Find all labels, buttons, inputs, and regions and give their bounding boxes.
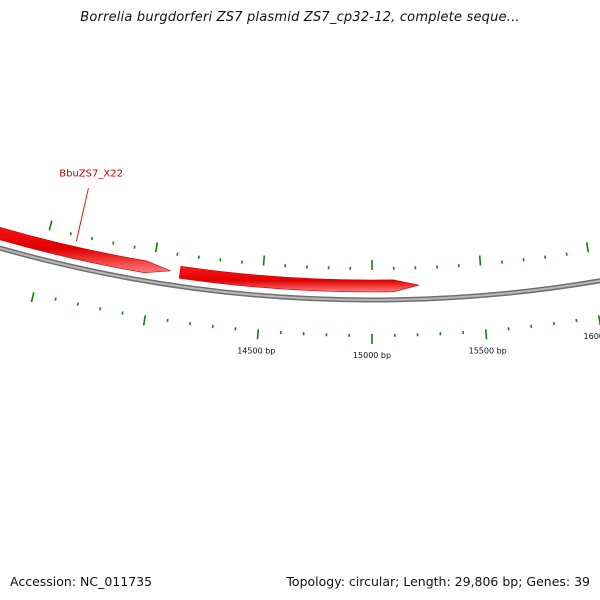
position-label: 15000 bp bbox=[353, 351, 391, 360]
backbone-line bbox=[0, 247, 600, 301]
tick-mark-inner bbox=[133, 245, 136, 249]
gene-arrow bbox=[0, 226, 171, 273]
gene-arrow bbox=[178, 265, 420, 293]
tick-mark-outer bbox=[484, 329, 488, 340]
tick-mark-inner bbox=[48, 220, 53, 231]
backbone-shadow bbox=[0, 245, 600, 303]
gene-features bbox=[0, 226, 420, 293]
tick-mark-inner bbox=[112, 241, 115, 245]
leader-line bbox=[76, 188, 89, 241]
tick-mark-outer bbox=[54, 297, 57, 301]
topology-summary: Topology: circular; Length: 29,806 bp; G… bbox=[286, 574, 590, 589]
tick-mark-outer bbox=[30, 292, 35, 303]
tick-mark-inner bbox=[154, 242, 159, 253]
position-label: 16000 bp bbox=[584, 332, 600, 341]
plasmid-backbone bbox=[0, 245, 600, 303]
tick-mark-inner bbox=[478, 255, 482, 266]
tick-mark-outer bbox=[256, 329, 260, 340]
map-title: Borrelia burgdorferi ZS7 plasmid ZS7_cp3… bbox=[80, 10, 520, 25]
tick-mark-outer bbox=[99, 307, 102, 311]
tick-mark-inner bbox=[90, 237, 94, 241]
tick-marks: 16000 bp 15500 bp 15000 bp 14500 bp bbox=[30, 220, 600, 360]
tick-mark-inner bbox=[585, 242, 590, 253]
position-label: 15500 bp bbox=[469, 346, 507, 355]
tick-mark-outer bbox=[121, 311, 124, 315]
tick-mark-inner bbox=[262, 255, 266, 266]
position-label: 14500 bp bbox=[237, 346, 275, 355]
gene-labels: BbuZS7_X26BbuZS7_X25BbuZS7_X24BbuZS7_X23… bbox=[59, 169, 123, 241]
accession-text: Accession: NC_011735 bbox=[10, 574, 153, 589]
tick-mark-outer bbox=[76, 302, 79, 306]
tick-mark-outer bbox=[142, 315, 147, 326]
gene-label: BbuZS7_X22 bbox=[59, 169, 123, 180]
tick-mark-inner bbox=[69, 232, 72, 236]
